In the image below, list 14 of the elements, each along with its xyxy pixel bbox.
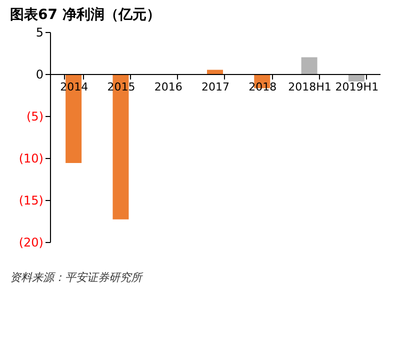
- y-tick-label: (15): [18, 194, 44, 208]
- y-tick-label: (5): [26, 110, 44, 124]
- y-tick-label: (20): [18, 236, 44, 250]
- x-tick-label: 2019H1: [335, 80, 379, 94]
- bar: [301, 57, 318, 74]
- x-tick-label: 2017: [202, 80, 230, 94]
- text: 资料来源：平安证券研究所: [10, 271, 144, 284]
- bar: [207, 70, 223, 74]
- chart-title: 图表67 净利润（亿元）: [10, 6, 160, 23]
- x-tick-label: 2018H1: [288, 80, 332, 94]
- x-tick-label: 2016: [154, 80, 182, 94]
- y-tick-label: 0: [36, 68, 44, 82]
- y-tick-label: 5: [36, 26, 44, 40]
- y-tick-label: (10): [18, 152, 44, 166]
